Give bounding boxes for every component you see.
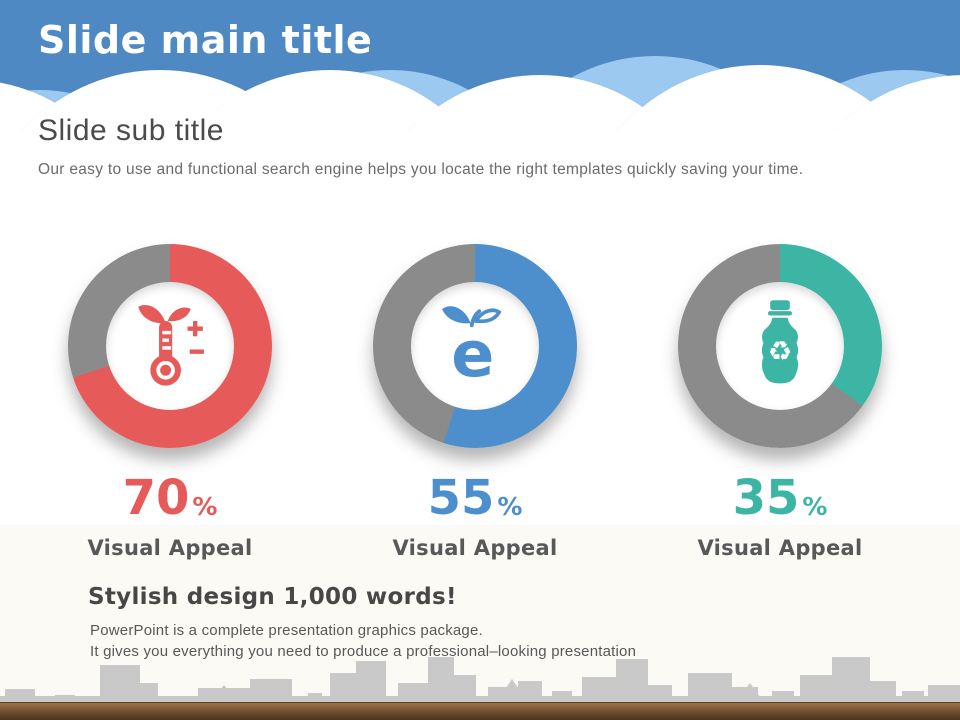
gauge-unit-1: % <box>192 492 218 521</box>
donut-hole-1 <box>106 282 234 410</box>
eco-apple-e-icon: e <box>436 298 514 395</box>
footer-body-line-2: It gives you everything you need to prod… <box>90 643 637 660</box>
gauge-value-2: 55 <box>427 470 495 526</box>
gauge-unit-3: % <box>802 492 828 521</box>
slide-main-title: Slide main title <box>38 18 373 62</box>
gauge-card-1: 70 % Visual Appeal <box>50 244 290 560</box>
gauge-card-3: ♻ 35 % Visual Appeal <box>660 244 900 560</box>
donut-hole-2: e <box>411 282 539 410</box>
footer-heading: Stylish design 1,000 words! <box>88 584 457 610</box>
slide-sub-title: Slide sub title <box>38 114 224 147</box>
slide-description: Our easy to use and functional search en… <box>38 161 804 178</box>
gauge-value-3: 35 <box>732 470 800 526</box>
donut-hole-3: ♻ <box>716 282 844 410</box>
footer-body-line-1: PowerPoint is a complete presentation gr… <box>90 622 483 639</box>
gauge-card-2: e 55 % Visual Appeal <box>355 244 595 560</box>
donut-chart-1 <box>68 244 272 448</box>
eco-thermometer-icon <box>131 298 209 395</box>
gauge-label-2: Visual Appeal <box>392 536 558 560</box>
gauge-label-3: Visual Appeal <box>697 536 863 560</box>
city-skyline <box>0 657 960 703</box>
donut-chart-3: ♻ <box>678 244 882 448</box>
svg-text:♻: ♻ <box>768 336 793 367</box>
header-cloud-band <box>0 0 960 132</box>
svg-text:e: e <box>451 316 494 389</box>
gauge-label-1: Visual Appeal <box>87 536 253 560</box>
gauge-unit-2: % <box>497 492 523 521</box>
gauge-percent-1: 70 % <box>50 470 290 522</box>
recycle-bottle-icon: ♻ <box>741 298 819 395</box>
donut-chart-2: e <box>373 244 577 448</box>
gauge-value-1: 70 <box>122 470 190 526</box>
gauge-percent-2: 55 % <box>355 470 595 522</box>
gauge-percent-3: 35 % <box>660 470 900 522</box>
ground-bar <box>0 702 960 720</box>
